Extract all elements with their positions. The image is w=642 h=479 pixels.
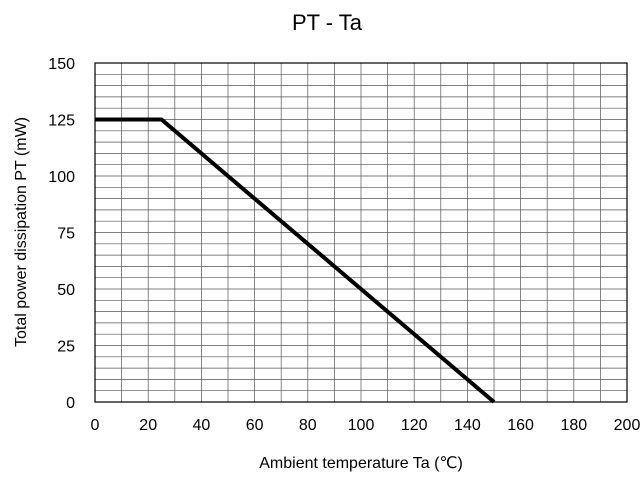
y-tick-label: 75 xyxy=(57,226,75,243)
chart-title: PT - Ta xyxy=(292,10,363,35)
x-tick-label: 40 xyxy=(193,417,211,434)
plot-area-border xyxy=(94,62,628,403)
x-tick-label: 200 xyxy=(614,417,641,434)
y-tick-label: 50 xyxy=(57,282,75,299)
x-tick-label: 120 xyxy=(401,417,428,434)
y-tick-label: 0 xyxy=(66,395,75,412)
y-tick-label: 150 xyxy=(48,56,75,73)
x-tick-label: 80 xyxy=(299,417,317,434)
grid xyxy=(95,63,627,402)
x-axis-label: Ambient temperature Ta (℃) xyxy=(259,455,463,472)
x-tick-label: 140 xyxy=(454,417,481,434)
x-tick-label: 100 xyxy=(348,417,375,434)
y-tick-label: 125 xyxy=(48,113,75,130)
x-tick-label: 60 xyxy=(246,417,264,434)
y-tick-labels: 0 25 50 75 100 125 150 xyxy=(48,56,75,412)
x-tick-labels: 0 20 40 60 80 100 120 140 160 180 200 xyxy=(91,417,641,434)
y-tick-label: 100 xyxy=(48,169,75,186)
y-tick-label: 25 xyxy=(57,339,75,356)
x-tick-label: 160 xyxy=(507,417,534,434)
y-axis-label: Total power dissipation PT (mW) xyxy=(13,117,30,347)
series-layer xyxy=(95,117,496,404)
x-tick-label: 180 xyxy=(560,417,587,434)
x-tick-label: 20 xyxy=(139,417,157,434)
x-tick-label: 0 xyxy=(91,417,100,434)
series-line xyxy=(95,117,496,404)
